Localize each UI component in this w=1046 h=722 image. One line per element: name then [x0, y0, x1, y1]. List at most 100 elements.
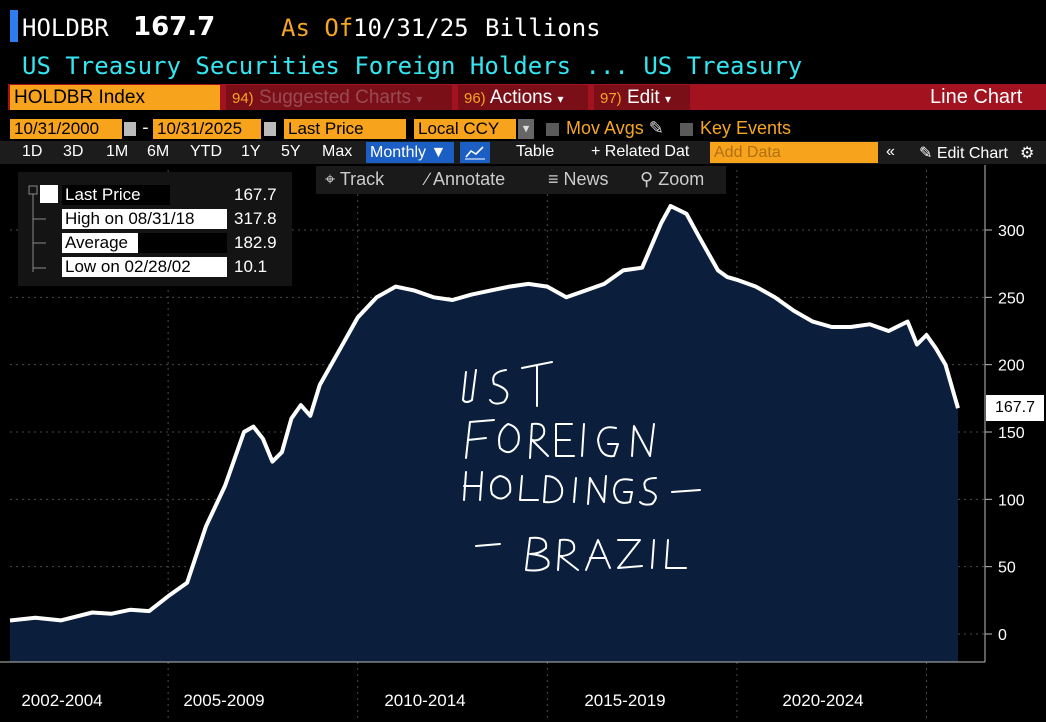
legend-average: 182.9 — [234, 233, 277, 252]
x-tick-label: 2015-2019 — [584, 691, 665, 710]
handwriting-stroke — [555, 423, 575, 457]
date-separator: - — [140, 117, 151, 138]
handwriting-stroke — [617, 539, 643, 569]
handwriting-stroke — [462, 369, 477, 403]
y-tick-label: 250 — [998, 290, 1025, 307]
end-date-input[interactable]: 10/31/2025 — [153, 119, 261, 139]
handwriting-stroke — [521, 361, 553, 407]
pencil-icon: ✎ — [919, 145, 933, 162]
calendar-icon[interactable] — [124, 122, 136, 136]
chevron-down-icon: ▾ — [665, 92, 672, 106]
annotate-label: Annotate — [433, 169, 506, 189]
index-field[interactable]: HOLDBR Index — [10, 85, 220, 110]
ticker[interactable]: HOLDBR — [22, 14, 109, 42]
handwriting-stroke — [639, 477, 657, 506]
key-events-label[interactable]: Key Events — [700, 118, 792, 138]
handwriting-stroke — [597, 426, 619, 458]
news-button[interactable]: ≡ News — [548, 169, 609, 190]
handwriting-stroke — [585, 539, 611, 571]
period-6m[interactable]: 6M — [147, 143, 170, 160]
security-description: US Treasury Securities Foreign Holders .… — [22, 52, 803, 80]
handwriting-stroke — [543, 475, 564, 504]
handwriting-stroke — [463, 471, 483, 501]
list-icon: ≡ — [548, 169, 559, 189]
legend-low: 10.1 — [234, 257, 268, 276]
gear-icon[interactable]: ⚙ — [1020, 145, 1035, 162]
period-ytd[interactable]: YTD — [190, 143, 222, 160]
add-data-input[interactable]: Add Data — [710, 142, 878, 163]
legend-average-label: Average — [62, 233, 138, 253]
last-price-swatch — [40, 185, 58, 203]
x-axis: 2002-2004 2005-2009 2010-2014 2015-2019 2020… — [0, 661, 985, 710]
legend-low-label: Low on 02/28/02 — [62, 257, 227, 277]
x-tick-label: 2010-2014 — [384, 691, 465, 710]
key-events-checkbox[interactable] — [680, 123, 693, 136]
mov-avgs-checkbox[interactable] — [546, 123, 559, 136]
last-price: 167.7 — [133, 12, 216, 42]
x-tick-label: 2005-2009 — [183, 691, 264, 710]
suggested-charts-menu[interactable]: 94) Suggested Charts ▾ — [226, 85, 452, 110]
handwriting-stroke — [581, 423, 585, 457]
y-tick-label: 100 — [998, 492, 1025, 509]
collapse-icon[interactable]: « — [886, 143, 895, 160]
handwriting-stroke — [490, 475, 512, 500]
handwriting-stroke — [671, 489, 701, 493]
handwriting-stroke — [475, 543, 501, 547]
currency-select[interactable]: Local CCY — [414, 119, 516, 139]
pencil-icon[interactable]: ✎ — [648, 118, 664, 138]
field-select[interactable]: Last Price — [284, 119, 406, 139]
handwriting-stroke — [587, 475, 607, 505]
period-1y[interactable]: 1Y — [241, 143, 261, 160]
actions-menu[interactable]: 96) Actions ▾ — [458, 85, 588, 110]
handwriting-stroke — [529, 422, 549, 459]
chevron-down-icon: ▾ — [416, 92, 423, 106]
ticker-marker — [10, 10, 18, 42]
line-chart-icon[interactable] — [460, 142, 490, 163]
period-max[interactable]: Max — [322, 143, 353, 160]
handwriting-stroke — [489, 369, 509, 405]
menu-number: 97) — [600, 90, 622, 107]
period-1m[interactable]: 1M — [106, 143, 129, 160]
as-of-date: 10/31/25 — [353, 14, 469, 42]
track-button[interactable]: ⌖ Track — [325, 169, 384, 190]
zoom-button[interactable]: ⚲ Zoom — [640, 169, 704, 190]
handwriting-stroke — [525, 536, 550, 572]
mov-avgs-text: Mov Avgs — [566, 118, 644, 138]
frequency-select[interactable]: Monthly ▼ — [366, 142, 454, 163]
annotate-button[interactable]: ∕ Annotate — [426, 169, 505, 190]
menu-number: 94) — [232, 90, 254, 107]
handwriting-stroke — [613, 478, 633, 504]
edit-chart-button[interactable]: ✎ Edit Chart — [919, 143, 1008, 163]
legend-last-price-label: Last Price — [62, 185, 170, 205]
period-5y[interactable]: 5Y — [281, 143, 301, 160]
edit-menu[interactable]: 97) Edit ▾ — [594, 85, 690, 110]
as-of-label: As Of — [281, 14, 354, 42]
chart-type-label[interactable]: Line Chart — [930, 86, 1023, 108]
chart-tools — [316, 166, 726, 194]
legend-average-redaction — [138, 233, 227, 253]
mov-avgs-label[interactable]: Mov Avgs ✎ — [566, 118, 664, 139]
y-tick-label: 300 — [998, 223, 1025, 240]
menu-label: Actions — [489, 87, 553, 108]
track-label: Track — [339, 169, 385, 189]
handwritten-annotation — [462, 361, 701, 572]
area-fill — [10, 206, 958, 662]
frequency-label: Monthly — [370, 144, 427, 161]
period-1d[interactable]: 1D — [22, 143, 43, 160]
y-tick-label: 50 — [998, 560, 1016, 577]
start-date-input[interactable]: 10/31/2000 — [10, 119, 122, 139]
y-tick-label: 150 — [998, 425, 1025, 442]
crosshair-icon: ⌖ — [325, 169, 336, 189]
period-3d[interactable]: 3D — [63, 143, 84, 160]
handwriting-stroke — [665, 539, 687, 569]
handwriting-stroke — [465, 419, 495, 459]
related-data-button[interactable]: + Related Dat — [591, 143, 690, 160]
handwriting-stroke — [631, 423, 655, 457]
handwriting-stroke — [519, 475, 539, 501]
calendar-icon[interactable] — [264, 122, 276, 136]
table-button[interactable]: Table — [516, 143, 555, 160]
x-tick-label: 2020-2024 — [782, 691, 863, 710]
handwriting-stroke — [557, 538, 579, 571]
chevron-down-icon[interactable]: ▼ — [518, 119, 534, 139]
